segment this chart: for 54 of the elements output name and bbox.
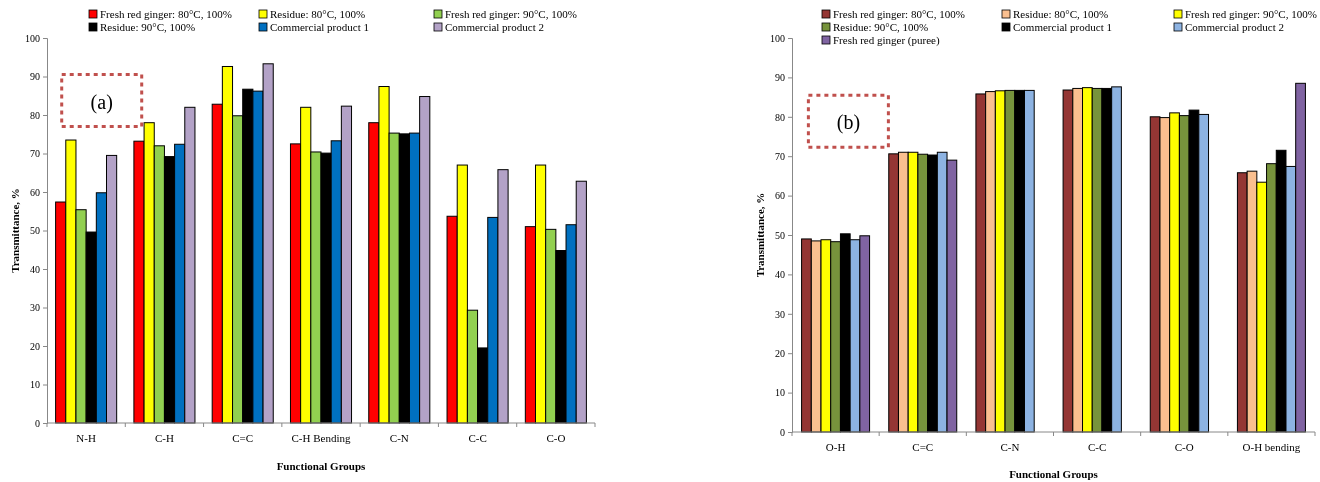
y-tick-label: 10 xyxy=(30,379,40,391)
y-tick-label: 40 xyxy=(775,269,785,281)
x-tick-label: O-H xyxy=(825,441,846,453)
legend-label: Fresh red ginger: 80°C, 100% xyxy=(100,8,232,20)
x-tick-label: C-N xyxy=(389,432,409,444)
y-tick-label: 50 xyxy=(775,229,785,241)
x-tick-label: C-O xyxy=(546,432,566,444)
legend-label: Residue: 90°C, 100% xyxy=(100,21,196,33)
y-tick-label: 90 xyxy=(775,72,785,84)
annotation: (b) xyxy=(836,111,861,135)
y-tick-label: 100 xyxy=(770,32,785,44)
x-axis-title: Functional Groups xyxy=(276,460,367,472)
legend-label: Fresh red ginger: 90°C, 100% xyxy=(445,8,577,20)
x-tick-label: C-H xyxy=(154,432,174,444)
y-tick-label: 0 xyxy=(780,426,785,438)
y-tick-label: 70 xyxy=(775,150,785,162)
x-tick-label: C-N xyxy=(1000,441,1020,453)
y-tick-label: 80 xyxy=(775,111,785,123)
x-tick-label: C-O xyxy=(1174,441,1194,453)
y-tick-label: 40 xyxy=(30,263,40,275)
annotation: (a) xyxy=(90,90,113,114)
y-tick-label: 100 xyxy=(25,32,40,44)
legend-label: Residue: 80°C, 100% xyxy=(1013,8,1109,20)
x-tick-label: C=C xyxy=(912,441,934,453)
y-tick-label: 20 xyxy=(775,347,785,359)
legend-label: Commercial product 1 xyxy=(1013,21,1112,33)
y-tick-label: 30 xyxy=(30,302,40,314)
legend-label: Fresh red ginger: 80°C, 100% xyxy=(833,8,965,20)
y-tick-label: 60 xyxy=(30,186,40,198)
y-tick-label: 0 xyxy=(35,417,40,429)
x-axis-title: Functional Groups xyxy=(1009,468,1099,480)
x-tick-label: N-H xyxy=(76,432,96,444)
x-tick-label: C-C xyxy=(468,432,487,444)
x-tick-label: C-H Bending xyxy=(291,432,351,444)
legend-label: Fresh red ginger: 90°C, 100% xyxy=(1185,8,1317,20)
legend-label: Commercial product 2 xyxy=(445,21,544,33)
y-tick-label: 60 xyxy=(775,190,785,202)
y-tick-label: 30 xyxy=(775,308,785,320)
legend-label: Commercial product 1 xyxy=(270,21,369,33)
x-tick-label: C-C xyxy=(1087,441,1107,453)
legend-label: Residue: 90°C, 100% xyxy=(833,21,929,33)
y-axis-title: Transmittance, % xyxy=(754,192,766,278)
legend-label: Commercial product 2 xyxy=(1185,21,1284,33)
y-tick-label: 50 xyxy=(30,225,40,237)
y-tick-label: 70 xyxy=(30,148,40,160)
legend-label: Fresh red ginger (puree) xyxy=(833,34,940,47)
y-tick-label: 10 xyxy=(775,387,785,399)
x-tick-label: O-H bending xyxy=(1242,441,1301,453)
x-tick-label: C=C xyxy=(232,432,254,444)
y-tick-label: 20 xyxy=(30,340,40,352)
legend-label: Residue: 80°C, 100% xyxy=(270,8,366,20)
y-tick-label: 90 xyxy=(30,71,40,83)
y-tick-label: 80 xyxy=(30,109,40,121)
y-axis-title: Transmittance, % xyxy=(9,188,21,273)
